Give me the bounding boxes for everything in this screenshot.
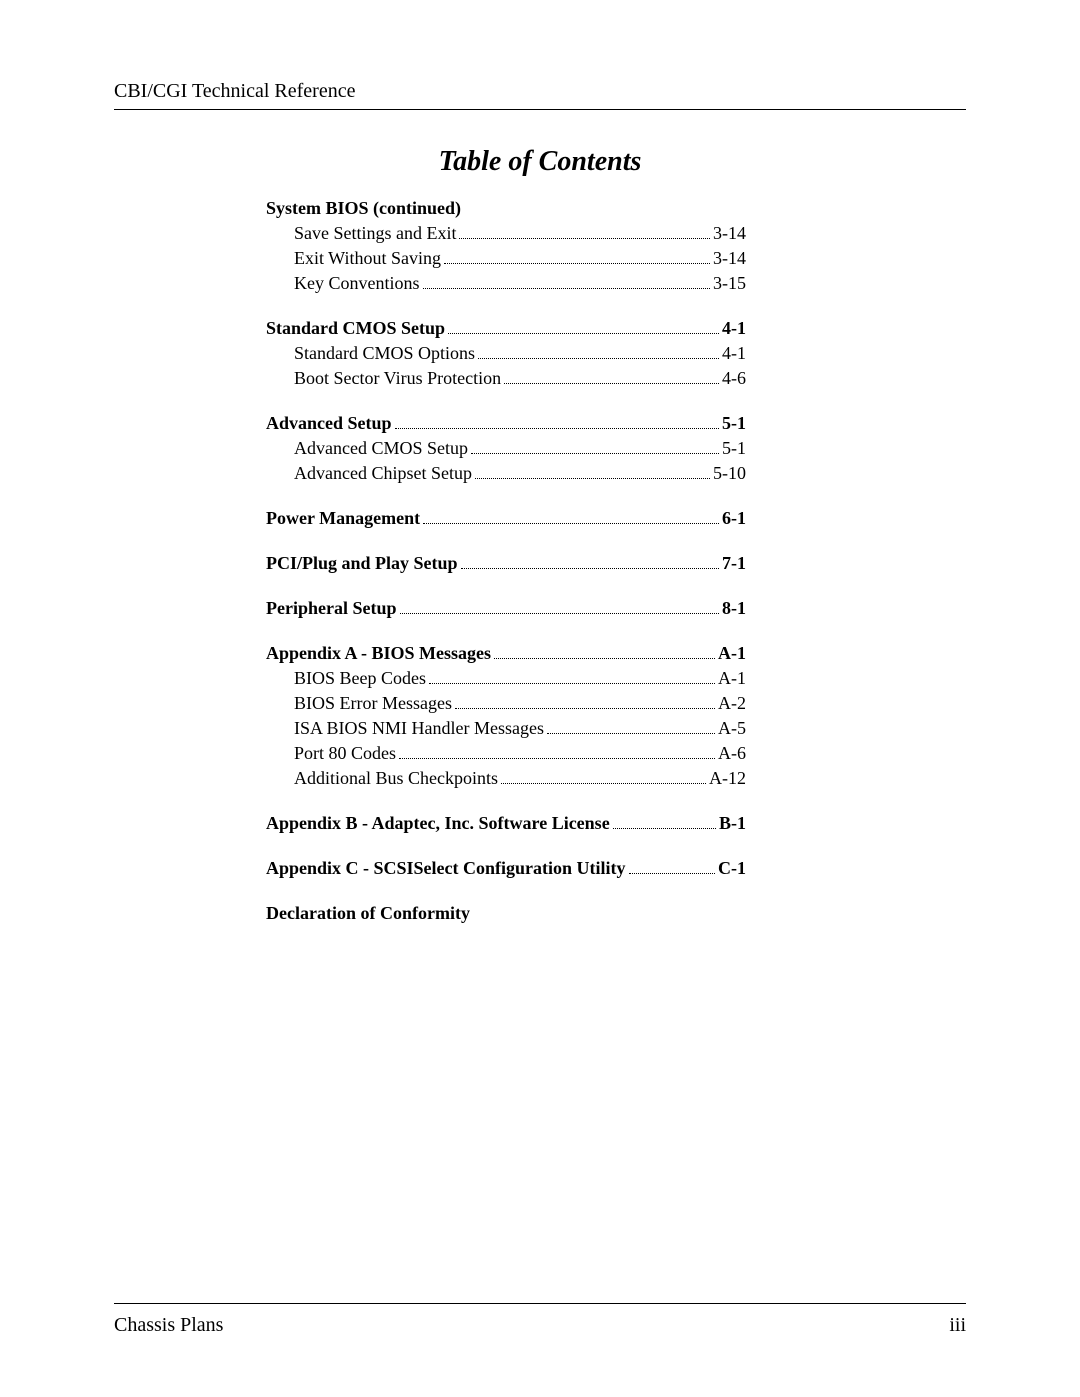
toc-section-heading: Appendix A - BIOS Messages A-1 [266,643,746,664]
toc-entry-page: 4-1 [722,343,746,364]
toc-heading-page: 8-1 [722,598,746,619]
toc-leader-dots [448,319,719,334]
toc-heading-label: PCI/Plug and Play Setup [266,553,458,574]
toc-entry-label: BIOS Error Messages [294,693,452,714]
toc-heading-page: 7-1 [722,553,746,574]
toc-section-heading: Peripheral Setup 8-1 [266,598,746,619]
toc-entry: Boot Sector Virus Protection 4-6 [266,368,746,389]
toc-leader-dots [461,554,719,569]
toc-leader-dots [471,439,719,454]
page-container: CBI/CGI Technical Reference Table of Con… [0,0,1080,1397]
toc-heading-label: Standard CMOS Setup [266,318,445,339]
toc-heading-page: C-1 [718,858,746,879]
toc-entry: Exit Without Saving 3-14 [266,248,746,269]
toc-entry-label: Boot Sector Virus Protection [294,368,501,389]
toc-leader-dots [613,814,716,829]
toc-leader-dots [400,599,720,614]
document-title: Table of Contents [114,146,966,178]
toc-leader-dots [504,369,719,384]
toc-entry-page: A-6 [718,743,746,764]
toc-entry-label: Advanced CMOS Setup [294,438,468,459]
toc-entry-label: Save Settings and Exit [294,223,456,244]
footer-line: Chassis Plans iii [114,1314,966,1337]
toc-entry-label: Exit Without Saving [294,248,441,269]
toc-entry-page: 3-15 [713,273,746,294]
toc-entry-page: A-5 [718,718,746,739]
toc-leader-dots [399,744,715,759]
toc-leader-dots [547,719,715,734]
toc-heading-label: Peripheral Setup [266,598,397,619]
footer-left: Chassis Plans [114,1314,223,1337]
toc-entry: BIOS Error Messages A-2 [266,693,746,714]
toc-heading-page: A-1 [718,643,746,664]
toc-entry: ISA BIOS NMI Handler Messages A-5 [266,718,746,739]
toc-entry-page: A-2 [718,693,746,714]
toc-heading-page: 5-1 [722,413,746,434]
toc-entry: Advanced CMOS Setup 5-1 [266,438,746,459]
page-footer: Chassis Plans iii [114,1303,966,1337]
toc-heading-page: 4-1 [722,318,746,339]
toc-section-heading: Appendix C - SCSISelect Configuration Ut… [266,858,746,879]
toc-entry-page: A-1 [718,668,746,689]
footer-right: iii [949,1314,966,1337]
toc-leader-dots [478,344,719,359]
toc-leader-dots [444,249,710,264]
toc-entry-label: Key Conventions [294,273,420,294]
toc-leader-dots [494,644,715,659]
toc-leader-dots [423,274,711,289]
toc-entry: Standard CMOS Options 4-1 [266,343,746,364]
toc-leader-dots [423,509,719,524]
footer-rule [114,1303,966,1304]
toc-entry-page: 4-6 [722,368,746,389]
header-doc-ref: CBI/CGI Technical Reference [114,80,966,103]
toc-entry: Additional Bus Checkpoints A-12 [266,768,746,789]
toc-heading-label: Appendix B - Adaptec, Inc. Software Lice… [266,813,610,834]
toc-heading-label: Appendix A - BIOS Messages [266,643,491,664]
toc-section-heading: Standard CMOS Setup 4-1 [266,318,746,339]
toc-heading-label: Appendix C - SCSISelect Configuration Ut… [266,858,626,879]
toc-entry-page: 5-10 [713,463,746,484]
toc-section-heading: Declaration of Conformity [266,903,746,924]
toc-entry: Advanced Chipset Setup 5-10 [266,463,746,484]
toc-leader-dots [459,224,710,239]
toc-entry-label: ISA BIOS NMI Handler Messages [294,718,544,739]
toc-heading-page: B-1 [719,813,746,834]
toc-entry-label: Advanced Chipset Setup [294,463,472,484]
toc-heading-label: Advanced Setup [266,413,392,434]
toc-entry: BIOS Beep Codes A-1 [266,668,746,689]
table-of-contents: System BIOS (continued) Save Settings and… [266,198,746,924]
toc-heading-label: Power Management [266,508,420,529]
toc-entry-page: 3-14 [713,223,746,244]
toc-entry: Key Conventions 3-15 [266,273,746,294]
toc-section-heading: PCI/Plug and Play Setup 7-1 [266,553,746,574]
toc-entry-label: Port 80 Codes [294,743,396,764]
toc-leader-dots [501,769,706,784]
toc-section-heading: Power Management 6-1 [266,508,746,529]
toc-leader-dots [475,464,710,479]
toc-leader-dots [455,694,715,709]
toc-entry-label: Additional Bus Checkpoints [294,768,498,789]
toc-section-heading: System BIOS (continued) [266,198,746,219]
toc-entry-page: 3-14 [713,248,746,269]
toc-section-heading: Appendix B - Adaptec, Inc. Software Lice… [266,813,746,834]
toc-entry: Port 80 Codes A-6 [266,743,746,764]
toc-entry-label: BIOS Beep Codes [294,668,426,689]
toc-leader-dots [429,669,715,684]
toc-entry-page: A-12 [709,768,746,789]
header-rule [114,109,966,110]
toc-entry-label: Standard CMOS Options [294,343,475,364]
toc-section-heading: Advanced Setup 5-1 [266,413,746,434]
toc-leader-dots [395,414,719,429]
toc-entry-page: 5-1 [722,438,746,459]
toc-leader-dots [629,859,715,874]
toc-heading-page: 6-1 [722,508,746,529]
toc-entry: Save Settings and Exit 3-14 [266,223,746,244]
